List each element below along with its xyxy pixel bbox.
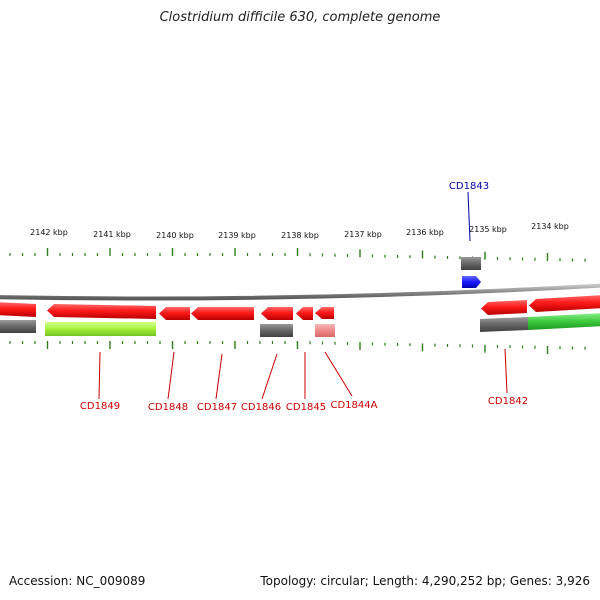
map-title: Clostridium difficile 630, complete geno… (159, 10, 441, 25)
cd1843-gene-block[interactable] (461, 257, 481, 270)
cd1848-cds-arrow[interactable] (159, 307, 190, 320)
genome-summary: Topology: circular; Length: 4,290,252 bp… (260, 574, 590, 588)
gene-label-cd1849[interactable]: CD1849 (80, 401, 120, 412)
scale-label: 2135 kbp (469, 225, 507, 234)
inner-tick-ring (9, 341, 586, 354)
cd1850-gene-block[interactable] (0, 320, 36, 333)
gene-label-cd1844a[interactable]: CD1844A (331, 400, 378, 411)
scale-label: 2139 kbp (218, 231, 256, 240)
cd1843-leader (467, 191, 471, 242)
forward-strand-features (461, 257, 481, 288)
cd1845-cds-arrow[interactable] (296, 307, 313, 320)
scale-labels: 2142 kbp 2141 kbp 2140 kbp 2139 kbp 2138… (30, 222, 569, 240)
cd1849-cds-arrow[interactable] (47, 304, 156, 319)
scale-label: 2142 kbp (30, 228, 68, 237)
cd1844a-cds-arrow[interactable] (315, 307, 334, 319)
cd1849-leader (98, 351, 101, 400)
scale-label: 2134 kbp (531, 222, 569, 231)
gene-label-cd1848[interactable]: CD1848 (148, 402, 188, 413)
gene-label-cd1845[interactable]: CD1845 (286, 402, 326, 413)
cd1846-leader (261, 353, 278, 400)
cd1841-cds-arrow[interactable] (529, 295, 600, 312)
gene-label-cd1842[interactable]: CD1842 (488, 396, 528, 407)
scale-label: 2140 kbp (156, 231, 194, 240)
genome-backbone (0, 283, 600, 301)
accession-label: Accession: NC_009089 (9, 574, 146, 588)
cd1849-category-block[interactable] (45, 322, 156, 336)
scale-label: 2137 kbp (344, 230, 382, 239)
gene-labels: CD1849 CD1848 CD1847 CD1846 CD1845 CD184… (80, 181, 528, 413)
scale-label: 2141 kbp (93, 230, 131, 239)
outer-tick-ring (9, 248, 586, 262)
cd1846-gene-block[interactable] (260, 324, 293, 337)
cd1842-gene-block[interactable] (480, 317, 528, 332)
cd1847-cds-arrow[interactable] (191, 307, 254, 320)
cd1841-category-block[interactable] (528, 313, 600, 330)
scale-label: 2136 kbp (406, 228, 444, 237)
cd1844a-pseudogene-block[interactable] (315, 324, 335, 337)
label-leaders (98, 191, 508, 400)
cd1842-leader (504, 348, 508, 394)
cd1842-cds-arrow[interactable] (481, 300, 527, 315)
gene-track (0, 313, 600, 337)
gene-label-cd1846[interactable]: CD1846 (241, 402, 281, 413)
cds-track (0, 295, 600, 320)
cd1847-leader (215, 353, 223, 400)
cd1848-leader (167, 351, 175, 400)
cd1844a-leader (324, 351, 353, 397)
scale-label: 2138 kbp (281, 231, 319, 240)
gene-label-cd1843[interactable]: CD1843 (449, 181, 489, 192)
cd1850-cds-arrow[interactable] (0, 302, 36, 317)
gene-label-cd1847[interactable]: CD1847 (197, 402, 237, 413)
cd1843-rna-arrow[interactable] (462, 276, 481, 288)
cd1846-cds-arrow[interactable] (261, 307, 293, 320)
